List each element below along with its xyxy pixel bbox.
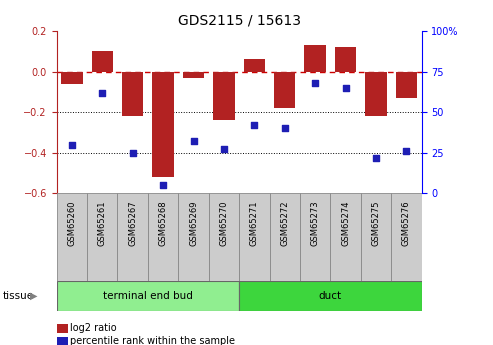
Bar bbox=[391, 193, 422, 281]
Text: ▶: ▶ bbox=[30, 291, 37, 301]
Text: GSM65273: GSM65273 bbox=[311, 200, 319, 246]
Point bbox=[311, 80, 319, 86]
Bar bbox=[209, 193, 239, 281]
Bar bbox=[92, 51, 113, 71]
Text: GSM65267: GSM65267 bbox=[128, 200, 137, 246]
Text: GSM65268: GSM65268 bbox=[159, 200, 168, 246]
Bar bbox=[361, 193, 391, 281]
Point bbox=[98, 90, 106, 96]
Text: duct: duct bbox=[319, 291, 342, 301]
Point bbox=[250, 122, 258, 128]
Text: GSM65261: GSM65261 bbox=[98, 200, 107, 246]
Text: GSM65274: GSM65274 bbox=[341, 200, 350, 246]
Bar bbox=[183, 71, 204, 78]
Text: GDS2115 / 15613: GDS2115 / 15613 bbox=[177, 14, 301, 28]
Text: GSM65276: GSM65276 bbox=[402, 200, 411, 246]
Bar bbox=[87, 193, 117, 281]
Text: tissue: tissue bbox=[2, 291, 34, 301]
Point bbox=[342, 85, 350, 90]
Text: GSM65269: GSM65269 bbox=[189, 200, 198, 246]
Bar bbox=[330, 193, 361, 281]
Bar bbox=[178, 193, 209, 281]
Bar bbox=[57, 193, 87, 281]
Bar bbox=[335, 47, 356, 71]
Bar bbox=[239, 193, 270, 281]
Bar bbox=[152, 71, 174, 177]
Bar bbox=[396, 71, 417, 98]
Point bbox=[402, 148, 410, 154]
Bar bbox=[300, 193, 330, 281]
Text: GSM65270: GSM65270 bbox=[219, 200, 228, 246]
Point bbox=[189, 139, 197, 144]
Point bbox=[281, 126, 288, 131]
Bar bbox=[270, 193, 300, 281]
Bar bbox=[365, 71, 387, 116]
Bar bbox=[244, 59, 265, 71]
Point bbox=[159, 182, 167, 188]
Text: GSM65272: GSM65272 bbox=[280, 200, 289, 246]
Text: terminal end bud: terminal end bud bbox=[103, 291, 193, 301]
Bar bbox=[274, 71, 295, 108]
Bar bbox=[61, 71, 82, 84]
Point bbox=[372, 155, 380, 160]
Bar bbox=[117, 193, 148, 281]
Point bbox=[68, 142, 76, 147]
Text: percentile rank within the sample: percentile rank within the sample bbox=[70, 336, 236, 345]
Text: log2 ratio: log2 ratio bbox=[70, 324, 117, 333]
Point bbox=[129, 150, 137, 155]
Text: GSM65260: GSM65260 bbox=[68, 200, 76, 246]
Bar bbox=[213, 71, 235, 120]
Bar bbox=[305, 45, 326, 71]
Bar bbox=[239, 281, 422, 310]
Point bbox=[220, 147, 228, 152]
Bar bbox=[57, 281, 239, 310]
Bar bbox=[148, 193, 178, 281]
Text: GSM65271: GSM65271 bbox=[250, 200, 259, 246]
Bar bbox=[122, 71, 143, 116]
Text: GSM65275: GSM65275 bbox=[371, 200, 381, 246]
